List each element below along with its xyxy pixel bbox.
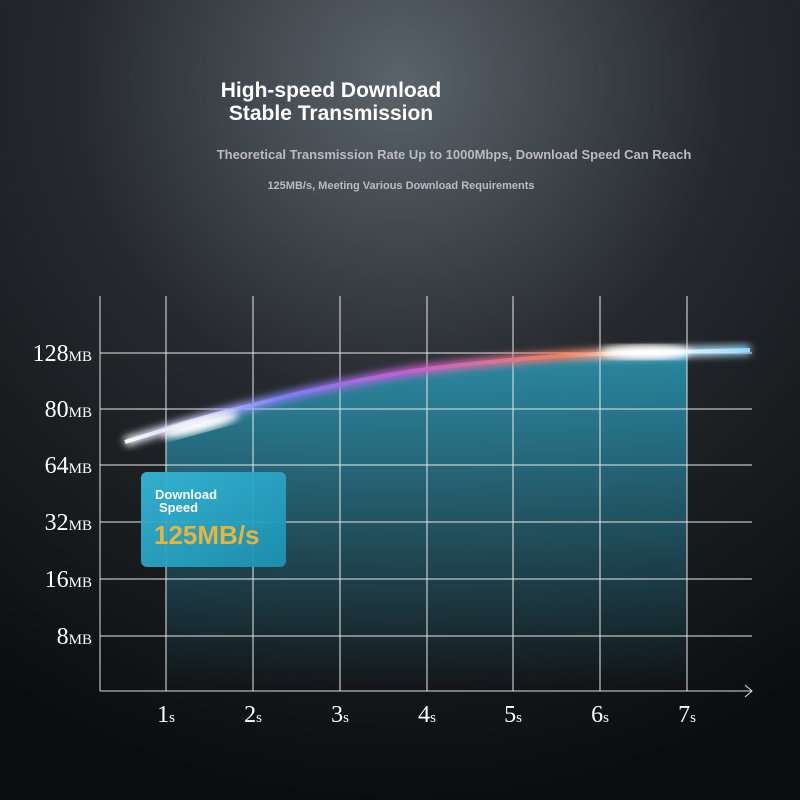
flare [161,412,239,438]
x-tick-number: 4 [418,702,430,728]
x-tick-unit: s [516,710,522,726]
x-tick-label: 1s [157,702,175,728]
y-tick-number: 80 [45,397,69,423]
y-tick-label: 128MB [33,341,92,367]
x-tick-label: 6s [591,702,609,728]
y-tick-number: 64 [45,453,69,479]
x-tick-label: 7s [678,702,696,728]
x-tick-number: 2 [244,702,256,728]
badge-label: Speed [159,500,198,515]
y-tick-number: 128 [33,341,69,367]
y-tick-number: 16 [45,567,69,593]
y-tick-label: 8MB [57,624,92,650]
y-tick-unit: MB [69,632,92,648]
x-tick-number: 7 [678,702,690,728]
y-tick-unit: MB [69,461,92,477]
x-tick-unit: s [343,710,349,726]
x-tick-unit: s [256,710,262,726]
y-tick-number: 32 [45,510,69,536]
y-tick-label: 32MB [45,510,92,536]
y-tick-unit: MB [69,349,92,365]
x-tick-label: 2s [244,702,262,728]
flare [600,345,690,359]
y-tick-unit: MB [69,405,92,421]
badge [141,472,286,567]
badge-value: 125MB/s [154,520,260,550]
x-tick-number: 6 [591,702,603,728]
badge-label: Download [155,487,217,502]
x-tick-number: 3 [331,702,343,728]
y-tick-unit: MB [69,575,92,591]
y-tick-label: 80MB [45,397,92,423]
x-tick-label: 3s [331,702,349,728]
axis-arrow [744,684,753,698]
y-tick-label: 16MB [45,567,92,593]
subtitle: 125MB/s, Meeting Various Download Requir… [267,180,534,192]
x-tick-number: 5 [504,702,516,728]
x-tick-unit: s [169,710,175,726]
title: Stable Transmission [229,102,433,125]
x-tick-unit: s [690,710,696,726]
x-tick-unit: s [603,710,609,726]
subtitle: Theoretical Transmission Rate Up to 1000… [217,147,692,162]
x-tick-number: 1 [157,702,169,728]
x-tick-label: 4s [418,702,436,728]
y-tick-label: 64MB [45,453,92,479]
title: High-speed Download [221,79,442,102]
x-tick-label: 5s [504,702,522,728]
x-tick-unit: s [430,710,436,726]
y-tick-number: 8 [57,624,69,650]
y-tick-unit: MB [69,518,92,534]
